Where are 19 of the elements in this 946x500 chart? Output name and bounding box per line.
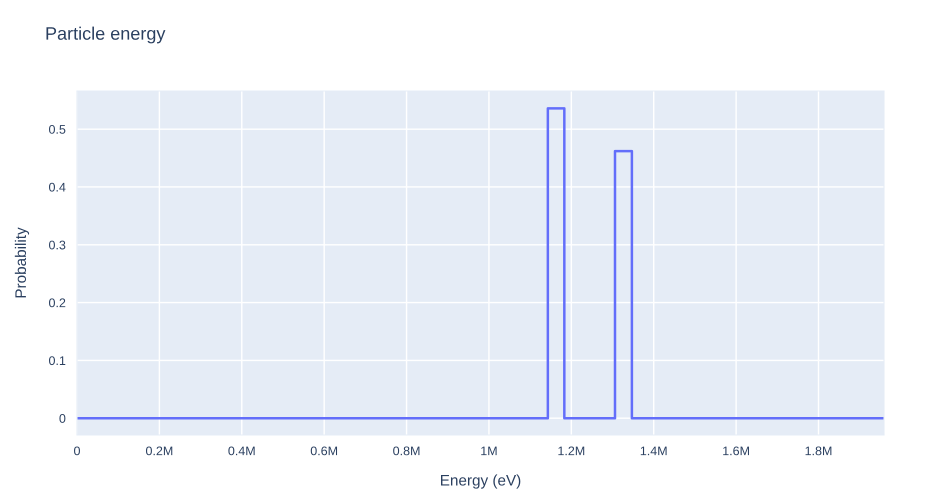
x-tick-label: 1.2M: [558, 446, 584, 456]
y-tick-label: 0.3: [49, 240, 66, 250]
y-tick-label: 0: [59, 414, 66, 423]
y-tick-label: 0.4: [49, 182, 66, 192]
y-tick-label: 0.5: [49, 124, 66, 134]
x-tick-label: 1.8M: [806, 446, 832, 456]
x-tick-label: 0.8M: [393, 446, 420, 456]
x-tick-label: 0: [74, 446, 80, 456]
x-axis-title: Energy (eV): [441, 474, 520, 489]
x-tick-label: 1.4M: [640, 446, 667, 456]
y-tick-label: 0.1: [49, 356, 66, 366]
x-tick-label: 0.2M: [146, 446, 172, 456]
x-tick-label: 0.4M: [228, 446, 255, 456]
x-tick-label: 1.6M: [723, 446, 749, 456]
x-tick-label: 1M: [481, 446, 497, 456]
x-tick-label: 0.6M: [310, 446, 338, 456]
chart-title: Particle energy: [46, 26, 166, 44]
y-tick-label: 0.2: [49, 298, 66, 308]
y-axis-title: Probability: [14, 227, 30, 298]
